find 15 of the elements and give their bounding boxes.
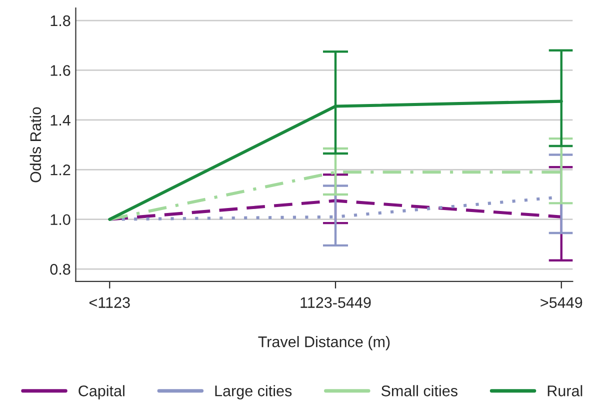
y-tick-label: 1.8 [50, 15, 70, 26]
legend-label: Capital [78, 385, 124, 400]
x-axis-title: Travel Distance (m) [258, 336, 390, 350]
y-tick-label: 1.2 [50, 164, 70, 176]
y-tick-label: 1.4 [50, 114, 70, 126]
x-tick-label: <1123 [89, 297, 130, 308]
y-tick-label: 1.6 [50, 65, 70, 76]
x-tick-label: 1123-5449 [300, 297, 371, 308]
y-axis-title: Odds Ratio [30, 107, 42, 182]
y-tick-label: 1.0 [50, 214, 70, 226]
legend-label: Small cities [381, 385, 458, 396]
legend-label: Rural [548, 385, 582, 396]
x-tick-label: >5449 [540, 297, 582, 308]
legend-label: Large cities [215, 385, 292, 400]
y-tick-label: 0.8 [50, 264, 70, 275]
